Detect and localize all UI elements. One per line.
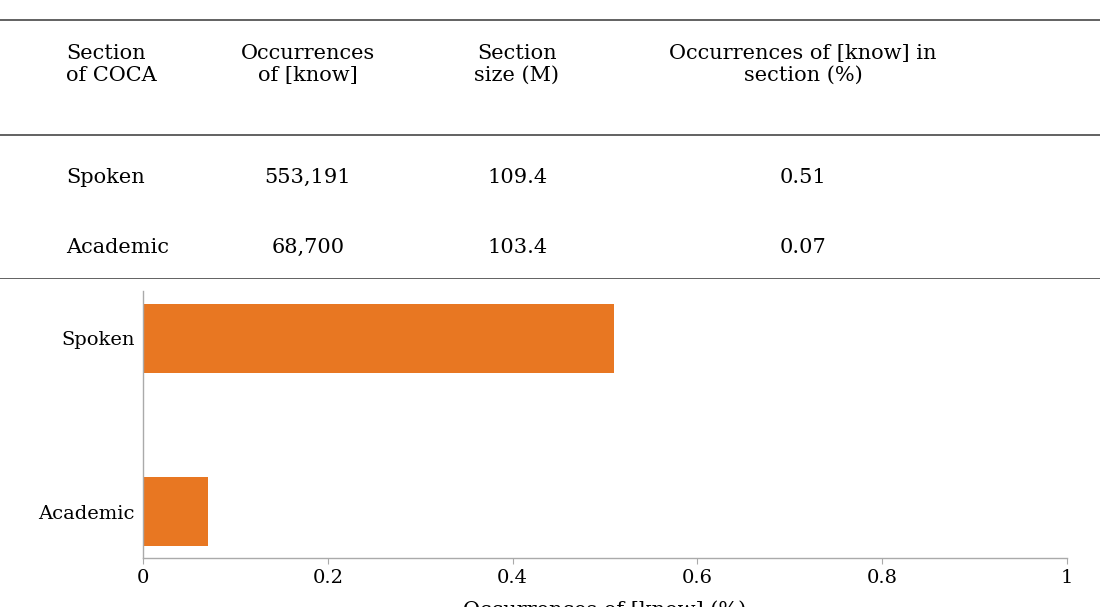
Bar <box>143 477 208 546</box>
Text: Occurrences
of [know]: Occurrences of [know] <box>241 44 375 85</box>
Text: Spoken: Spoken <box>66 168 145 187</box>
Text: Occurrences of [know] in
section (%): Occurrences of [know] in section (%) <box>669 44 937 85</box>
Text: Section
of COCA: Section of COCA <box>66 44 156 85</box>
Text: 103.4: 103.4 <box>487 238 547 257</box>
Text: 553,191: 553,191 <box>265 168 351 187</box>
Text: Academic: Academic <box>66 238 169 257</box>
Text: Section
size (M): Section size (M) <box>474 44 560 85</box>
Text: 0.07: 0.07 <box>780 238 826 257</box>
Text: 109.4: 109.4 <box>487 168 547 187</box>
X-axis label: Occurrences of [know] (%): Occurrences of [know] (%) <box>463 601 747 607</box>
Bar <box>143 304 614 373</box>
Text: 68,700: 68,700 <box>272 238 344 257</box>
Text: 0.51: 0.51 <box>780 168 826 187</box>
